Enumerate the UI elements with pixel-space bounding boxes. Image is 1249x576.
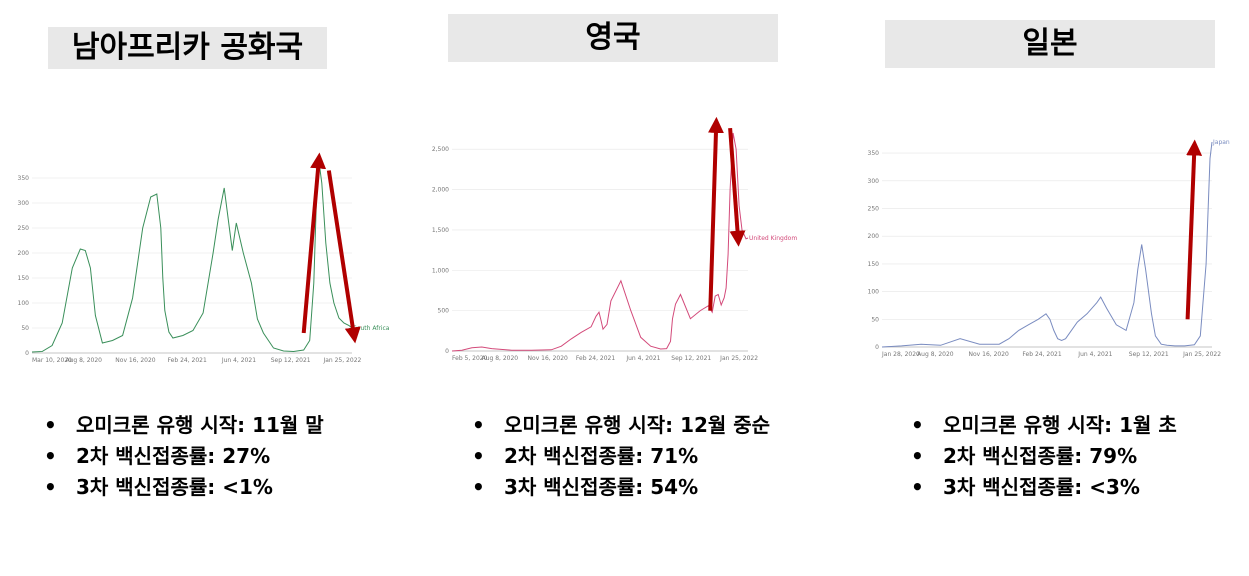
x-tick-label: Jun 4, 2021 [1077,351,1112,358]
arrow-up [707,116,724,311]
series-label: Japan [1212,139,1230,146]
x-tick-label: Aug 8, 2020 [65,357,102,364]
y-tick-label: 150 [18,275,30,282]
x-tick-label: Jun 4, 2021 [625,355,660,362]
x-tick-label: Feb 24, 2021 [576,355,615,362]
x-tick-label: Feb 5, 2020 [452,355,488,362]
arrow-up [1185,139,1203,320]
bullet-omicron-start: • 오미크론 유행 시작: 1월 초 [911,413,1177,437]
y-tick-label: 0 [875,344,879,351]
bullet-list-japan: • 오미크론 유행 시작: 1월 초 • 2차 백신접종률: 79% • 3차 백신접… [905,410,1177,503]
bullet-omicron-start: • 오미크론 유행 시작: 11월 말 [44,413,324,437]
series-label: United Kingdom [749,235,797,242]
x-tick-label: Aug 8, 2020 [482,355,519,362]
x-tick-label: Jan 25, 2022 [322,357,361,364]
x-tick-label: Feb 24, 2021 [168,357,207,364]
y-tick-label: 50 [21,325,29,332]
y-tick-label: 200 [18,250,30,257]
series-line [451,132,749,352]
arrow-up [301,152,327,334]
y-tick-label: 2,000 [432,187,449,194]
x-tick-label: Feb 24, 2021 [1022,351,1061,358]
y-tick-label: 0 [25,350,29,357]
x-tick-label: Jan 28, 2020 [881,351,920,358]
y-tick-label: 300 [18,200,30,207]
y-tick-label: 300 [868,178,880,185]
x-tick-label: Nov 16, 2020 [528,355,569,362]
bullet-list-south-africa: • 오미크론 유행 시작: 11월 말 • 2차 백신접종률: 27% • 3차 백신… [38,410,324,503]
y-tick-label: 0 [445,348,449,355]
x-tick-label: Sep 12, 2021 [1129,351,1169,358]
y-tick-label: 200 [868,233,880,240]
y-tick-label: 250 [18,225,30,232]
y-tick-label: 500 [438,308,450,315]
y-tick-label: 350 [18,175,30,182]
y-tick-label: 250 [868,205,880,212]
y-tick-label: 1,000 [432,267,449,274]
y-tick-label: 2,500 [432,146,449,153]
arrow-down [728,128,746,247]
bullet-second-dose: • 2차 백신접종률: 79% [911,444,1138,468]
x-tick-label: Mar 10, 2020 [32,357,72,364]
bullet-third-dose: • 3차 백신접종률: <1% [44,475,273,499]
y-tick-label: 350 [868,150,880,157]
bullet-list-united-kingdom: • 오미크론 유행 시작: 12월 중순 • 2차 백신접종률: 71% • 3차 백… [466,410,770,503]
panel-title-united-kingdom: 영국 [448,14,778,62]
x-tick-label: Sep 12, 2021 [271,357,311,364]
x-tick-label: Nov 16, 2020 [969,351,1010,358]
bullet-second-dose: • 2차 백신접종률: 71% [472,444,699,468]
x-tick-label: Aug 8, 2020 [917,351,954,358]
y-tick-label: 1,500 [432,227,449,234]
x-tick-label: Jan 25, 2022 [1182,351,1221,358]
bullet-omicron-start: • 오미크론 유행 시작: 12월 중순 [472,413,771,437]
series-line [881,141,1213,348]
x-tick-label: Sep 12, 2021 [671,355,711,362]
bullet-third-dose: • 3차 백신접종률: <3% [911,475,1140,499]
series-label: South Africa [353,325,390,332]
x-tick-label: Jun 4, 2021 [221,357,256,364]
y-tick-label: 150 [868,261,880,268]
y-tick-label: 50 [871,316,879,323]
y-tick-label: 100 [868,289,880,296]
x-tick-label: Nov 16, 2020 [115,357,156,364]
panel-title-japan: 일본 [885,20,1215,68]
y-tick-label: 100 [18,300,30,307]
panel-title-south-africa: 남아프리카 공화국 [48,27,327,69]
bullet-third-dose: • 3차 백신접종률: 54% [472,475,699,499]
arrow-down [326,170,361,344]
bullet-second-dose: • 2차 백신접종률: 27% [44,444,271,468]
x-tick-label: Jan 25, 2022 [719,355,758,362]
